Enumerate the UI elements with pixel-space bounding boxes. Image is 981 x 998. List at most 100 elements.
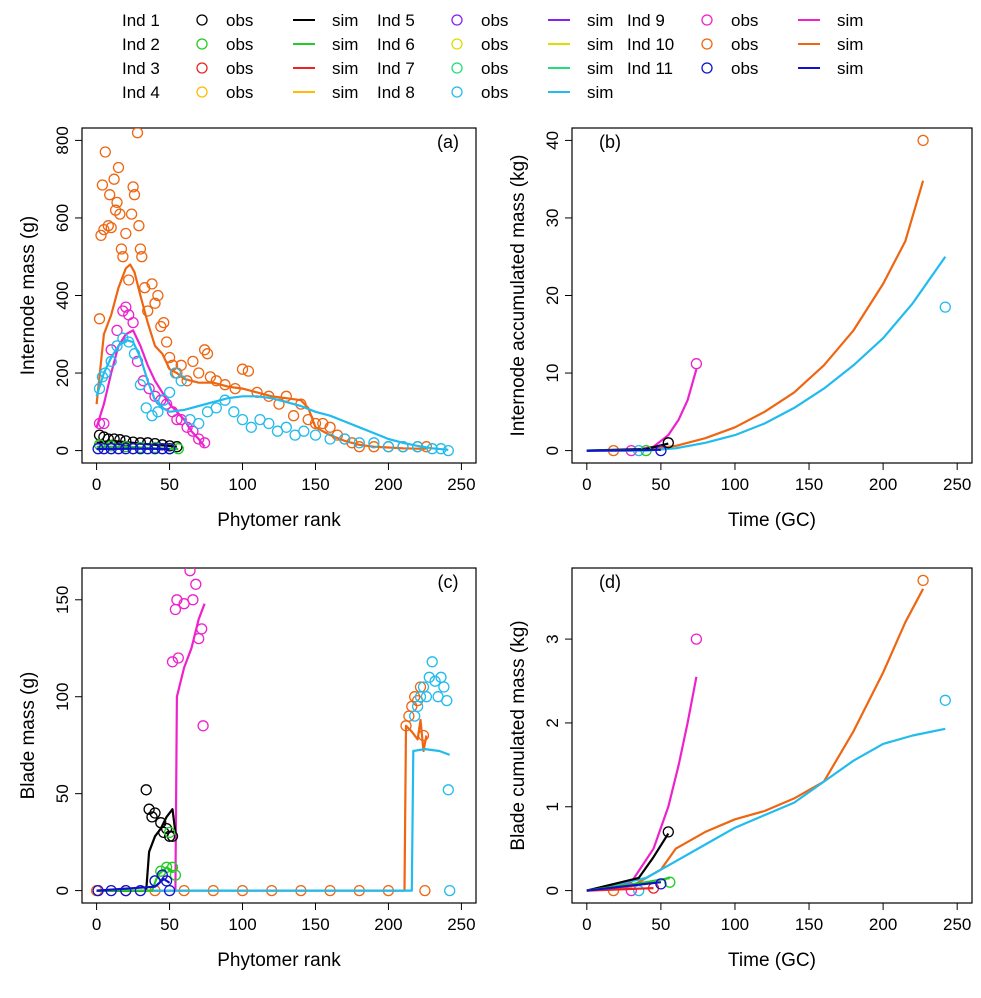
- obs-point: [198, 437, 211, 449]
- obs-point: [236, 363, 249, 375]
- legend-ind-label: Ind 2: [122, 35, 160, 54]
- y-tick-label: 800: [53, 126, 72, 154]
- legend-obs-marker: [196, 86, 208, 98]
- obs-point: [426, 443, 438, 455]
- obs-point: [187, 355, 199, 368]
- obs-point: [166, 656, 179, 668]
- legend-ind-label: Ind 6: [377, 35, 415, 54]
- sim-line-ind-10: [586, 588, 925, 892]
- obs-point: [105, 884, 117, 897]
- obs-point: [662, 437, 674, 449]
- obs-point: [105, 440, 117, 452]
- legend-sim-label: sim: [587, 83, 613, 102]
- obs-point: [120, 884, 132, 897]
- y-tick-label: 400: [53, 281, 72, 309]
- panel-label: (d): [599, 572, 621, 592]
- obs-point: [662, 826, 674, 838]
- obs-point: [353, 437, 365, 449]
- sim-line-ind-1: [96, 808, 177, 892]
- obs-point: [127, 316, 139, 329]
- obs-point: [92, 884, 104, 897]
- legend-obs-marker: [451, 86, 463, 98]
- legend-entry: Ind 5 obs sim: [377, 11, 613, 30]
- x-tick-label: 250: [943, 475, 971, 494]
- legend-ind-label: Ind 7: [377, 59, 415, 78]
- sim-line-ind-8: [586, 256, 947, 452]
- obs-point: [411, 700, 424, 713]
- x-tick-label: 150: [301, 915, 329, 934]
- x-axis-label: Time (GC): [728, 510, 816, 531]
- x-tick-label: 200: [374, 915, 402, 934]
- obs-point: [690, 633, 703, 645]
- panel-label: (c): [438, 572, 459, 592]
- obs-point: [280, 390, 292, 402]
- panel-c: 0 50 100 150 200 250 0 50 100 150 Phytomer rank Bla…: [18, 546, 477, 971]
- obs-point: [133, 220, 145, 232]
- obs-point: [114, 208, 126, 220]
- obs-point: [664, 876, 676, 888]
- obs-point: [105, 221, 117, 234]
- obs-point: [120, 227, 132, 240]
- obs-point: [163, 826, 176, 839]
- legend-entry: Ind 3 obs sim: [122, 59, 358, 78]
- panel-label: (b): [599, 132, 621, 152]
- legend-obs-label: obs: [226, 11, 253, 30]
- obs-point: [93, 382, 106, 395]
- legend-obs-marker: [451, 62, 463, 74]
- panel-a: 0 50 100 150 200 250 0 200 400 600 800 Phytomer ran…: [18, 126, 477, 531]
- obs-point: [120, 443, 132, 455]
- y-tick-label: 200: [53, 359, 72, 387]
- obs-point: [442, 784, 454, 796]
- obs-point: [298, 425, 310, 437]
- legend-obs-marker: [701, 62, 713, 74]
- obs-point: [134, 443, 147, 455]
- obs-point: [193, 433, 205, 445]
- legend-ind-label: Ind 5: [377, 11, 415, 30]
- obs-point: [287, 410, 300, 422]
- obs-point: [111, 324, 123, 337]
- obs-point: [187, 594, 199, 606]
- x-tick-label: 250: [447, 475, 475, 494]
- obs-point: [163, 830, 176, 842]
- obs-point: [176, 546, 186, 556]
- x-tick-label: 0: [92, 915, 101, 934]
- legend-obs-marker: [451, 14, 463, 26]
- legend: Ind 1 obs sim Ind 2 obs sim Ind 3 obs sim Ind 4 ob…: [122, 11, 863, 102]
- obs-point: [127, 443, 139, 455]
- obs-point: [136, 251, 148, 263]
- obs-point: [339, 433, 351, 445]
- legend-sim-label: sim: [587, 35, 613, 54]
- obs-point: [114, 434, 126, 446]
- obs-point: [197, 720, 209, 732]
- legend-ind-label: Ind 3: [122, 59, 160, 78]
- legend-sim-label: sim: [837, 35, 863, 54]
- legend-entry: Ind 9 obs sim: [627, 11, 863, 30]
- obs-point: [140, 402, 152, 414]
- obs-point: [169, 603, 182, 616]
- obs-point: [140, 784, 152, 796]
- obs-point: [204, 371, 217, 383]
- obs-point: [420, 691, 433, 703]
- obs-point: [152, 406, 164, 418]
- obs-point: [181, 375, 193, 387]
- y-tick-label: 100: [53, 683, 72, 711]
- legend-entry: Ind 2 obs sim: [122, 35, 358, 54]
- obs-point: [99, 367, 111, 379]
- x-tick-label: 50: [160, 475, 179, 494]
- obs-point: [134, 379, 147, 391]
- plot-frame: [571, 127, 973, 464]
- obs-point: [111, 196, 123, 209]
- obs-point: [426, 656, 438, 668]
- legend-obs-label: obs: [226, 83, 253, 102]
- y-tick-label: 20: [543, 286, 562, 305]
- y-tick-label: 0: [53, 446, 72, 455]
- x-axis-label: Time (GC): [728, 950, 816, 971]
- obs-point: [397, 441, 409, 453]
- obs-point: [123, 336, 135, 348]
- obs-point: [181, 421, 193, 433]
- legend-entry: Ind 6 obs sim: [377, 35, 613, 54]
- legend-obs-label: obs: [226, 59, 253, 78]
- obs-point: [146, 278, 158, 290]
- legend-ind-label: Ind 4: [122, 83, 160, 102]
